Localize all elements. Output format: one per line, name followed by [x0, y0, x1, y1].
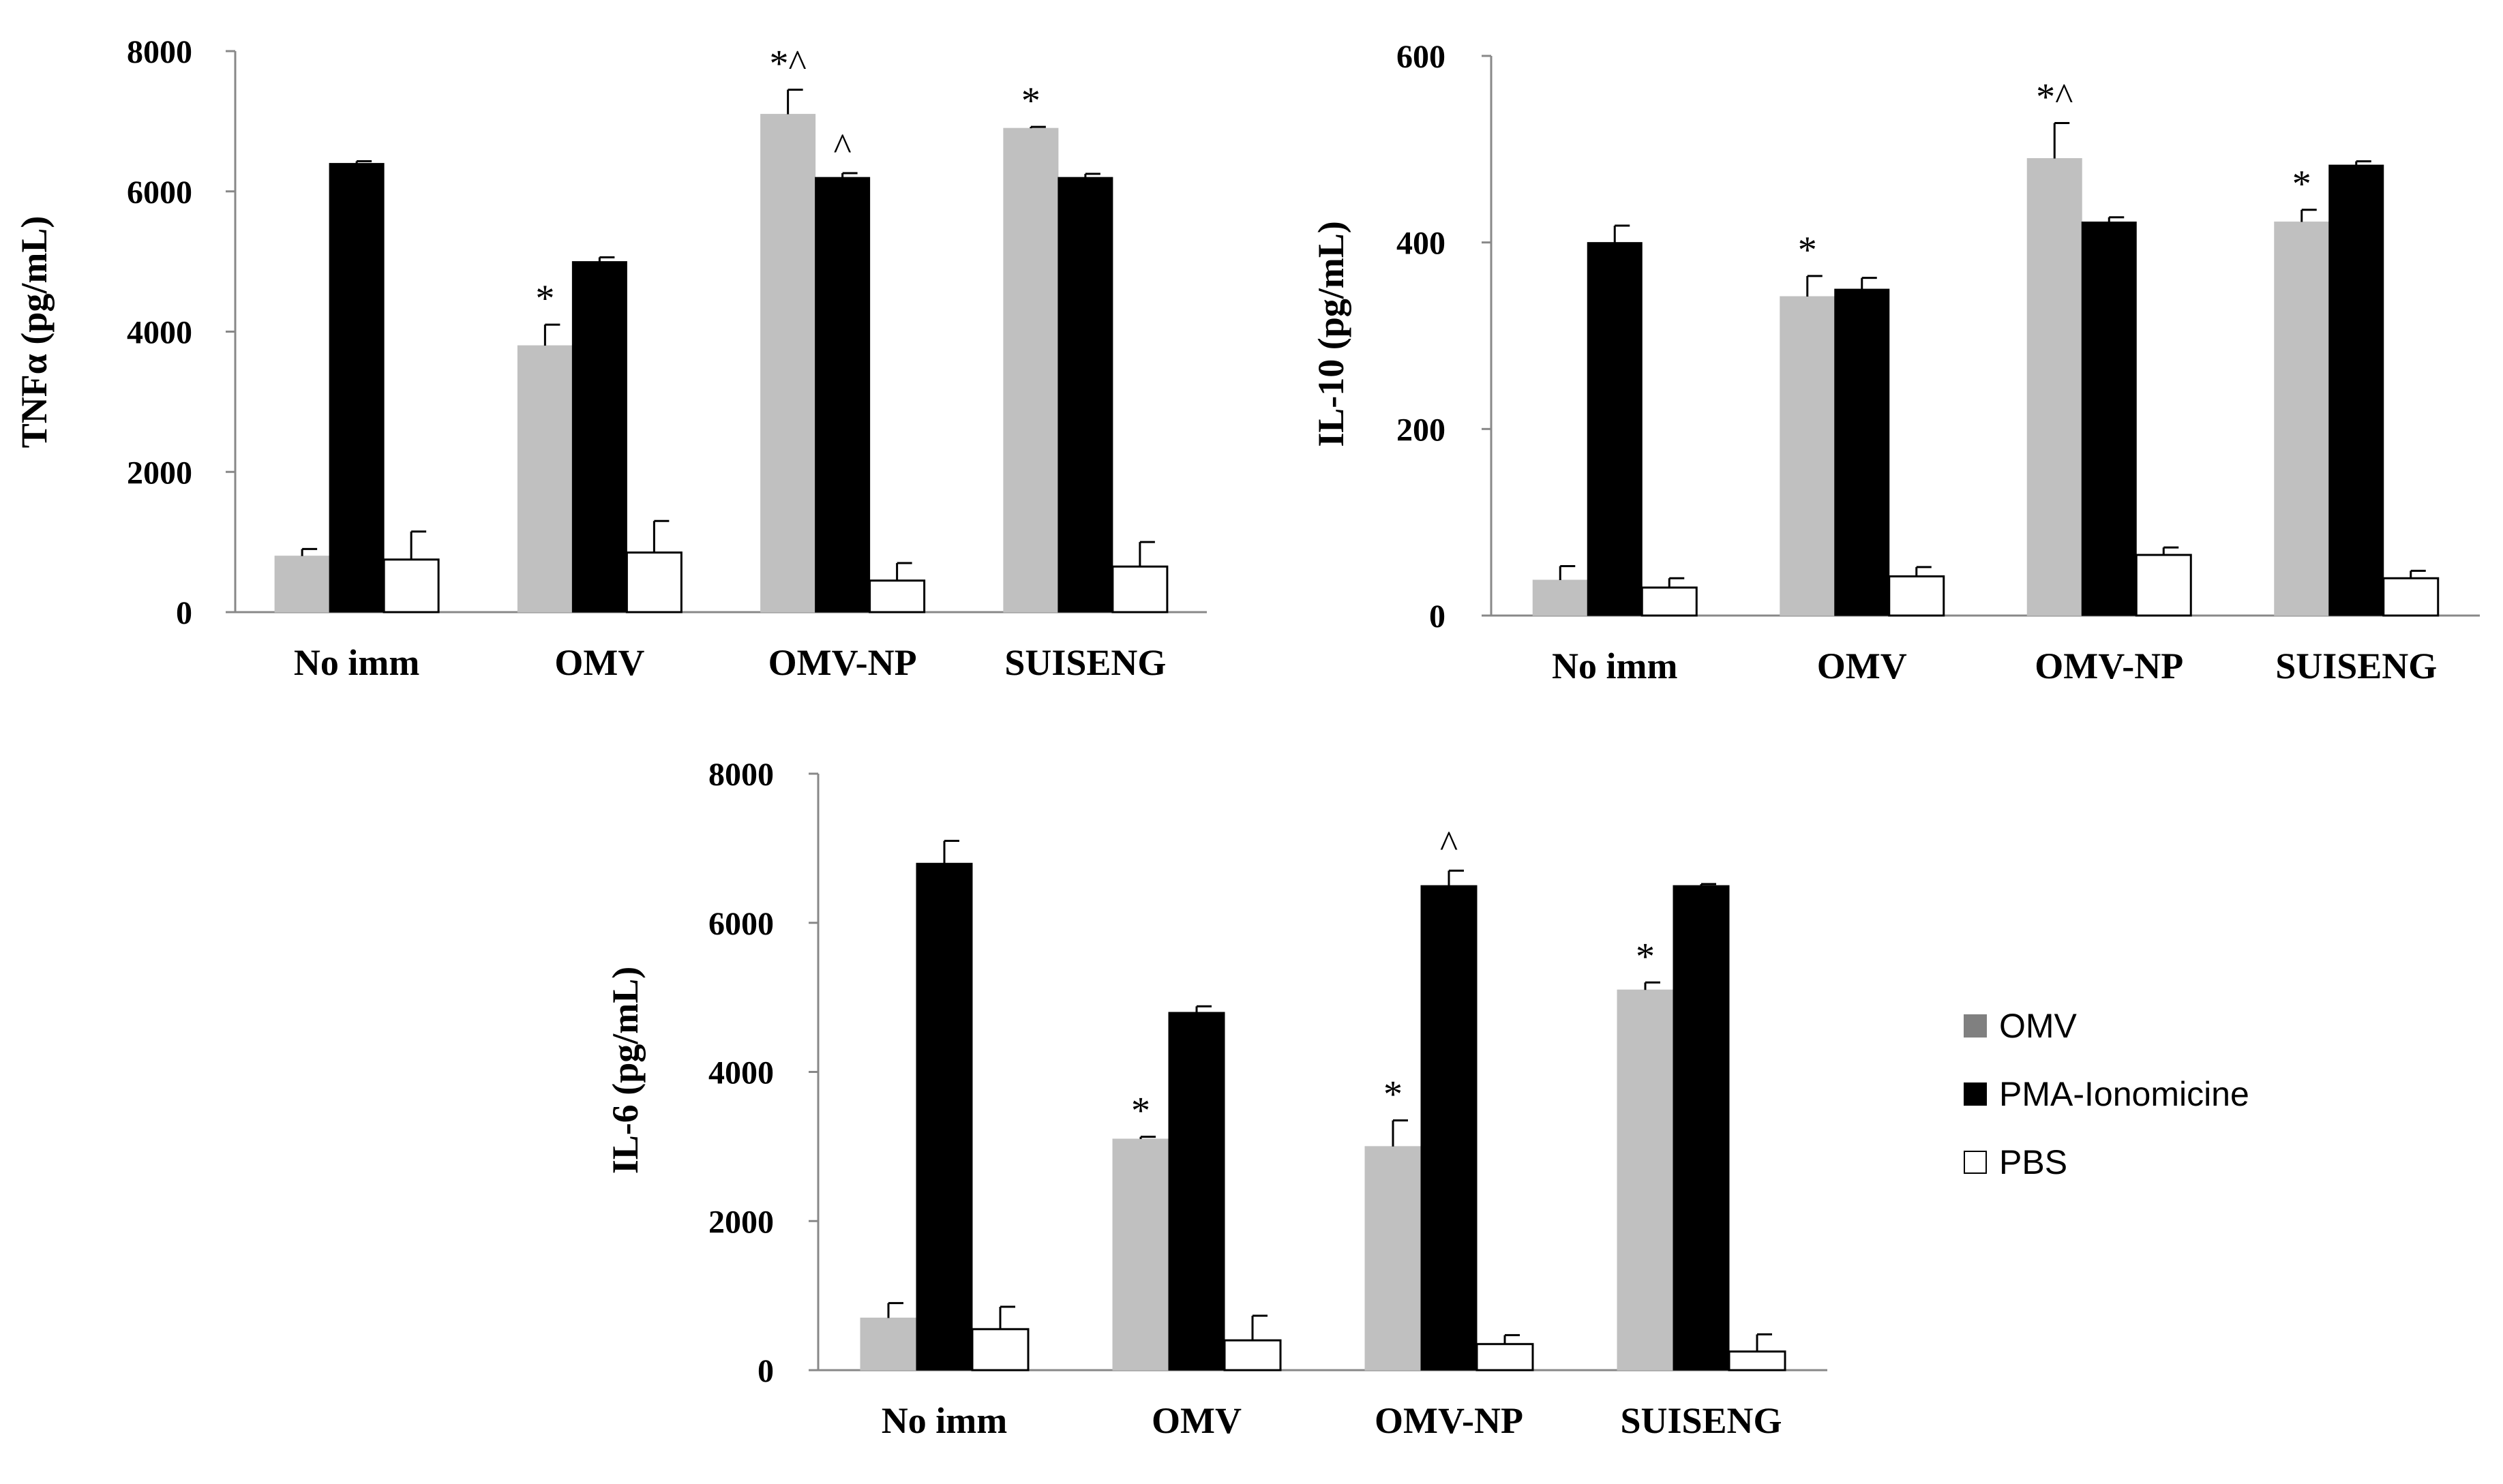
- bar-omv-omv-np: [760, 114, 816, 613]
- bar-pma-ionomicine-no-imm: [329, 163, 385, 613]
- bar-pbs-suiseng: [1728, 1350, 1786, 1372]
- significance-label: *^: [769, 43, 806, 85]
- y-tick-label: 0: [176, 595, 192, 631]
- legend-item-pma-ionomicine: PMA-Ionomicine: [1964, 1060, 2249, 1128]
- category-label-suiseng: SUISENG: [2275, 646, 2437, 686]
- significance-label: *: [1021, 80, 1040, 122]
- bar-omv-suiseng: [1003, 127, 1059, 613]
- category-label-omv: OMV: [1817, 646, 1907, 686]
- category-label-no-imm: No imm: [294, 642, 419, 683]
- bar-omv-no-imm: [274, 556, 330, 613]
- legend: OMV PMA-Ionomicine PBS: [1964, 992, 2249, 1196]
- category-label-omv-np: OMV-NP: [768, 642, 917, 683]
- bar-pma-ionomicine-suiseng: [1673, 885, 1730, 1371]
- significance-label: *^: [2036, 76, 2073, 119]
- bar-pma-ionomicine-omv-np: [1420, 885, 1478, 1371]
- y-tick-label: 4000: [127, 315, 192, 351]
- bar-pbs-omv: [1223, 1339, 1282, 1372]
- category-label-no-imm: No imm: [882, 1400, 1007, 1441]
- y-tick-label: 0: [758, 1353, 774, 1389]
- chart-il6: 0 2000 4000 6000 8000 IL-6 (pg/mL) No imm OMV OM…: [605, 757, 1827, 1441]
- bar-pbs-suiseng: [2382, 577, 2440, 617]
- bar-pma-ionomicine-suiseng: [1058, 177, 1113, 613]
- bar-pbs-no-imm: [383, 558, 440, 614]
- legend-label-pbs: PBS: [1999, 1143, 2068, 1181]
- category-label-omv-np: OMV-NP: [1375, 1400, 1523, 1441]
- bar-pbs-omv-np: [2135, 554, 2192, 617]
- bar-pbs-omv: [625, 551, 683, 614]
- bar-pma-ionomicine-omv-np: [815, 177, 871, 613]
- category-label-omv: OMV: [1152, 1400, 1242, 1441]
- significance-label: ^: [1440, 823, 1458, 866]
- y-axis-label: IL-10 (pg/mL): [1310, 221, 1351, 447]
- category-label-omv-np: OMV-NP: [2035, 646, 2183, 686]
- y-axis-label: IL-6 (pg/mL): [605, 967, 646, 1175]
- category-label-omv: OMV: [554, 642, 644, 683]
- chart-tnfa: 0 2000 4000 6000 8000 TNFα (pg/mL) No imm OMV OM…: [14, 34, 1207, 683]
- significance-label: *: [1131, 1090, 1150, 1132]
- legend-item-omv: OMV: [1964, 992, 2249, 1060]
- bar-pma-ionomicine-no-imm: [1587, 242, 1643, 616]
- bar-pbs-suiseng: [1111, 565, 1169, 614]
- significance-label: *: [1383, 1074, 1403, 1116]
- y-tick-label: 0: [1429, 599, 1445, 635]
- bar-pma-ionomicine-omv-np: [2081, 222, 2137, 616]
- legend-label-omv: OMV: [1999, 1007, 2077, 1045]
- y-tick-label: 6000: [127, 175, 192, 211]
- significance-label: *: [535, 277, 554, 320]
- category-label-no-imm: No imm: [1552, 646, 1677, 686]
- bar-pbs-omv: [1888, 575, 1945, 617]
- y-tick-label: 200: [1396, 412, 1445, 448]
- significance-label: *: [2292, 163, 2311, 205]
- bar-pbs-no-imm: [971, 1328, 1030, 1372]
- y-axis-label: TNFα (pg/mL): [14, 216, 55, 449]
- significance-label: *: [1636, 935, 1655, 978]
- y-tick-label: 4000: [708, 1055, 774, 1091]
- bar-pbs-omv-np: [869, 579, 926, 614]
- bar-pma-ionomicine-no-imm: [916, 862, 973, 1371]
- bar-omv-omv-np: [1364, 1146, 1422, 1371]
- significance-label: *: [1798, 229, 1817, 271]
- bar-pma-ionomicine-suiseng: [2328, 164, 2384, 616]
- bar-pma-ionomicine-omv: [1834, 288, 1890, 616]
- bar-pma-ionomicine-omv: [1168, 1012, 1225, 1371]
- legend-swatch-omv: [1964, 1014, 1987, 1038]
- significance-label: ^: [833, 126, 851, 168]
- category-label-suiseng: SUISENG: [1004, 642, 1166, 683]
- chart-il10: 0 200 400 600 IL-10 (pg/mL) No imm OMV OMV-NP SU…: [1310, 39, 2480, 686]
- bar-omv-omv: [1112, 1138, 1169, 1371]
- bar-omv-no-imm: [860, 1317, 917, 1371]
- bar-omv-omv-np: [2026, 158, 2082, 616]
- legend-swatch-pbs: [1964, 1151, 1987, 1174]
- y-tick-label: 600: [1396, 39, 1445, 75]
- bar-pma-ionomicine-omv: [571, 261, 627, 613]
- legend-item-pbs: PBS: [1964, 1128, 2249, 1196]
- y-tick-label: 2000: [708, 1204, 774, 1240]
- bar-pbs-no-imm: [1640, 586, 1698, 617]
- bar-omv-suiseng: [2274, 222, 2330, 616]
- bar-omv-suiseng: [1617, 989, 1674, 1371]
- bar-omv-omv: [1780, 296, 1835, 616]
- bar-omv-no-imm: [1532, 579, 1588, 616]
- legend-swatch-pma-ionomicine: [1964, 1082, 1987, 1106]
- legend-label-pma-ionomicine: PMA-Ionomicine: [1999, 1075, 2249, 1113]
- category-label-suiseng: SUISENG: [1620, 1400, 1782, 1441]
- y-tick-label: 400: [1396, 226, 1445, 262]
- y-tick-label: 2000: [127, 455, 192, 491]
- y-tick-label: 6000: [708, 906, 774, 942]
- y-tick-label: 8000: [708, 757, 774, 793]
- y-tick-label: 8000: [127, 34, 192, 70]
- bar-pbs-omv-np: [1475, 1343, 1534, 1372]
- bar-omv-omv: [517, 345, 573, 613]
